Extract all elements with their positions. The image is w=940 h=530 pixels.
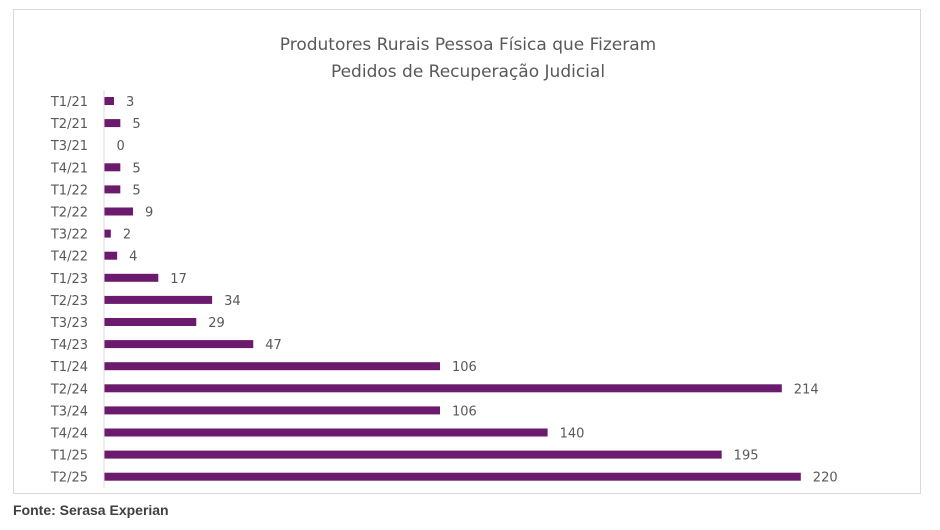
data-label: 34 [224, 294, 241, 309]
chart-title-line-2: Pedidos de Recuperação Judicial [330, 62, 606, 82]
data-label: 5 [132, 117, 140, 132]
category-label: T3/23 [50, 316, 88, 331]
data-label: 9 [145, 206, 153, 221]
data-label: 106 [452, 404, 477, 419]
bar [104, 163, 121, 172]
data-label: 195 [734, 449, 759, 464]
bar [104, 295, 213, 304]
data-label: 47 [265, 338, 282, 353]
category-label: T3/21 [50, 139, 88, 154]
category-label: T2/23 [50, 294, 88, 309]
data-label: 4 [129, 250, 137, 265]
bar [104, 472, 801, 481]
data-label: 17 [170, 272, 187, 287]
chart-title-line-1: Produtores Rurais Pessoa Física que Fize… [279, 35, 657, 55]
category-label: T1/22 [50, 183, 88, 198]
bar [104, 251, 118, 260]
category-label: T4/23 [50, 338, 88, 353]
data-label: 29 [208, 316, 225, 331]
data-label: 140 [560, 427, 585, 442]
data-label: 214 [794, 382, 819, 397]
data-label: 2 [123, 228, 131, 243]
bar [104, 97, 114, 105]
bar [104, 428, 548, 437]
bar [104, 340, 254, 349]
bar [104, 207, 133, 216]
bar [104, 362, 440, 371]
chart-title: Produtores Rurais Pessoa Física que Fize… [14, 32, 922, 86]
bar [104, 273, 159, 282]
data-label: 5 [132, 161, 140, 176]
category-label: T4/24 [50, 427, 88, 442]
bar [104, 185, 121, 194]
data-label: 0 [117, 139, 125, 154]
category-label: T2/25 [50, 471, 88, 486]
category-label: T2/22 [50, 206, 88, 221]
source-note: Fonte: Serasa Experian [13, 502, 169, 518]
bar [104, 384, 782, 393]
category-label: T1/25 [50, 449, 88, 464]
category-label: T1/23 [50, 272, 88, 287]
category-label: T3/24 [50, 404, 88, 419]
data-label: 5 [132, 183, 140, 198]
data-label: 106 [452, 360, 477, 375]
bar [104, 318, 197, 326]
category-label: T1/24 [50, 360, 88, 375]
bar [104, 406, 440, 415]
category-label: T3/22 [50, 228, 88, 243]
category-label: T2/21 [50, 117, 88, 132]
bar [104, 229, 111, 238]
category-label: T4/22 [50, 250, 88, 265]
category-label: T4/21 [50, 161, 88, 176]
data-label: 3 [126, 95, 134, 110]
category-label: T2/24 [50, 382, 88, 397]
category-label: T1/21 [50, 95, 88, 110]
bar [104, 119, 121, 128]
data-label: 220 [813, 471, 838, 486]
bar [104, 450, 722, 459]
